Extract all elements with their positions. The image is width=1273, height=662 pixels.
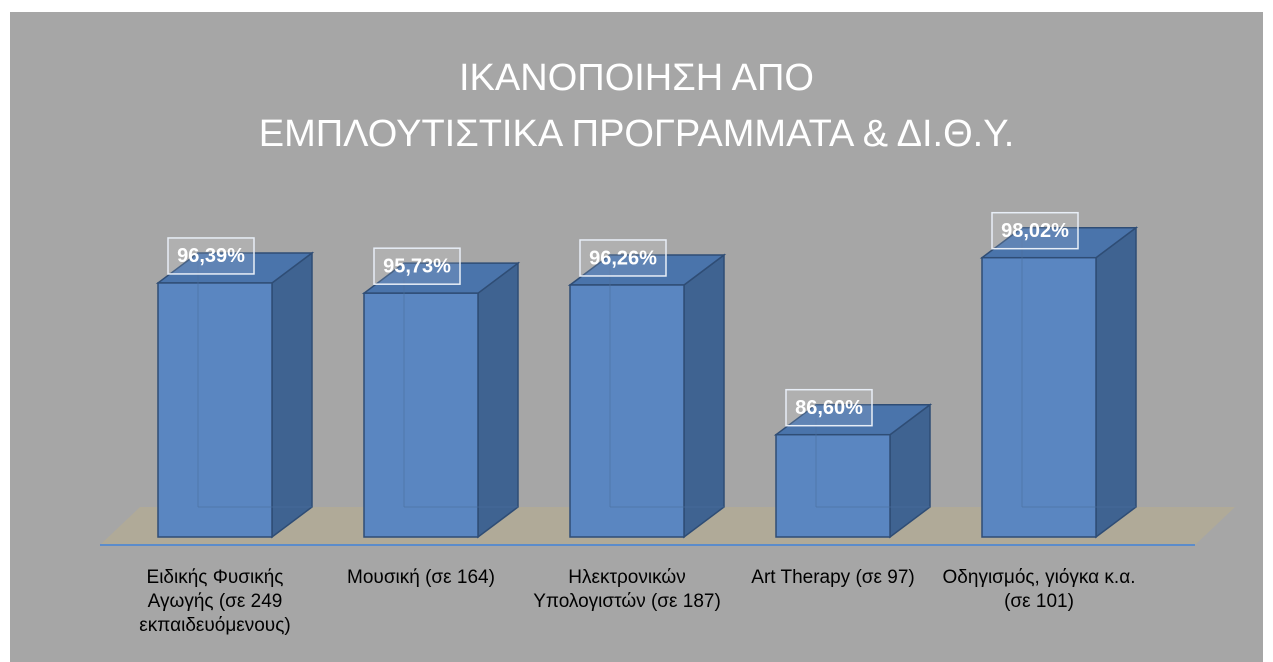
x-tick-label: Μουσική (σε 164) bbox=[347, 567, 495, 588]
x-tick-label: Ηλεκτρονικών Υπολογιστών (σε 187) bbox=[533, 567, 721, 612]
bar bbox=[157, 282, 273, 538]
value-label: 98,02% bbox=[1001, 220, 1069, 242]
value-label-box bbox=[785, 388, 873, 427]
bar bbox=[363, 292, 479, 538]
bar bbox=[569, 284, 685, 538]
bar-side bbox=[1095, 226, 1137, 539]
value-label-box bbox=[579, 239, 667, 277]
x-tick-label: Οδηγισμός, γιόγκα κ.α. (σε 101) bbox=[942, 567, 1136, 612]
x-tick-label: Ειδικής Φυσικής Αγωγής (σε 249 εκπαιδευό… bbox=[139, 567, 291, 636]
value-label: 96,39% bbox=[177, 245, 245, 267]
bar bbox=[775, 433, 891, 538]
chart-title: ΙΚΑΝΟΠΟΙΗΣΗ ΑΠΟ ΕΜΠΛΟΥΤΙΣΤΙΚΑ ΠΡΟΓΡΑΜΜΑΤ… bbox=[258, 57, 1015, 155]
bar bbox=[981, 256, 1097, 538]
value-label-box bbox=[991, 211, 1079, 250]
bar-side bbox=[683, 253, 725, 539]
value-label-box bbox=[167, 237, 255, 275]
bar-side bbox=[477, 261, 519, 539]
x-tick-label: Art Therapy (σε 97) bbox=[751, 567, 915, 588]
value-label: 95,73% bbox=[383, 255, 451, 277]
value-label: 96,26% bbox=[589, 247, 657, 269]
value-label: 86,60% bbox=[795, 397, 863, 419]
value-label-box bbox=[373, 247, 461, 285]
bar-side bbox=[271, 251, 313, 539]
